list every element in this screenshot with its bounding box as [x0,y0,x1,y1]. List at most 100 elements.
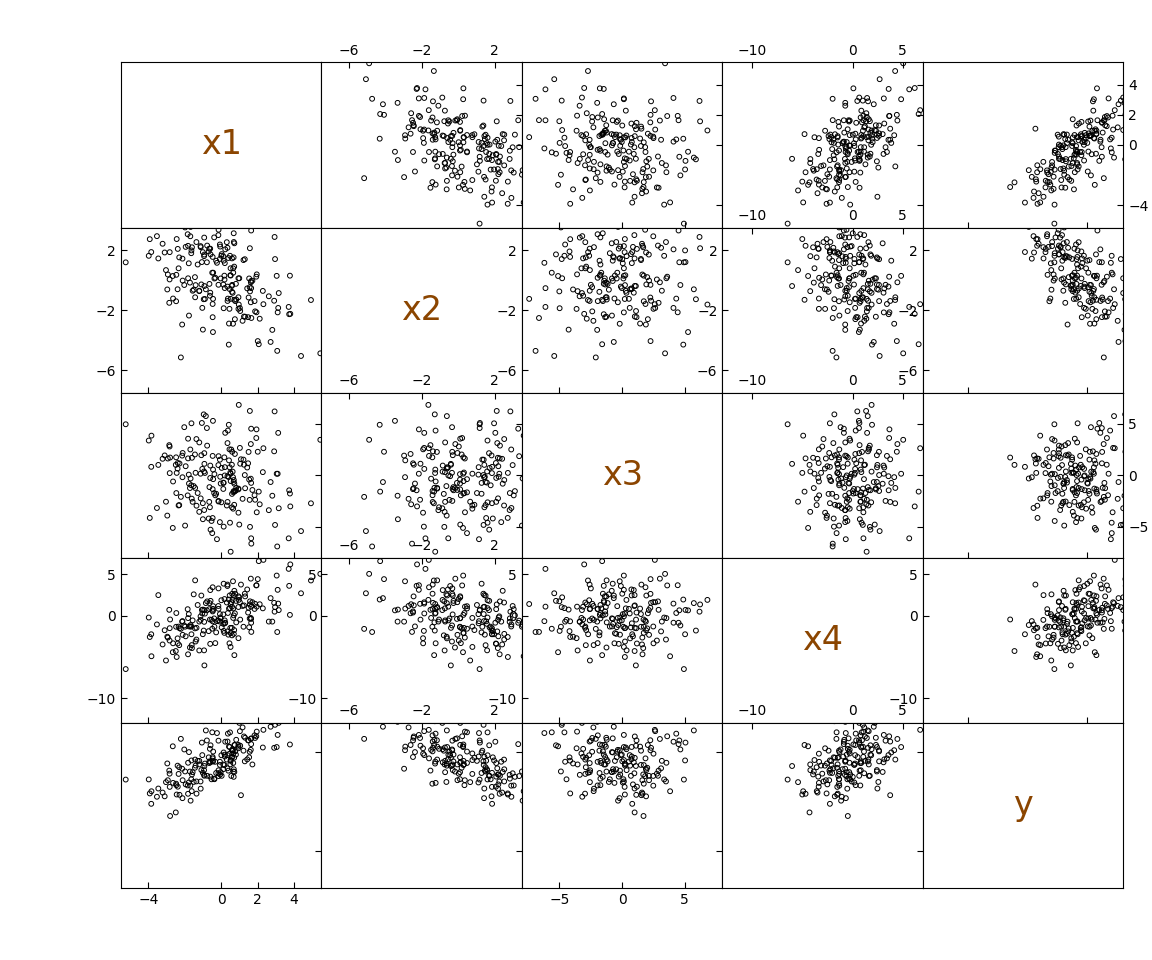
Point [1093,444,1112,460]
Point [414,636,432,651]
Point [425,480,444,495]
Point [810,177,828,192]
Point [825,244,843,259]
Point [265,404,283,420]
Point [1069,234,1087,250]
Point [593,127,612,142]
Point [636,580,654,595]
Point [1043,587,1061,602]
Point [217,734,235,750]
Point [823,486,841,501]
Point [173,790,191,805]
Point [373,719,392,734]
Point [560,623,578,638]
Point [452,488,470,503]
Point [179,647,197,662]
Point [861,238,879,253]
Point [452,589,470,605]
Point [1052,239,1070,254]
Point [581,577,599,592]
Point [1064,291,1083,306]
Point [1062,634,1081,649]
Point [591,81,609,96]
Point [593,554,612,569]
Point [1028,231,1046,247]
Point [1074,460,1092,475]
Point [215,372,234,388]
Point [813,766,832,781]
Point [858,90,877,106]
Point [615,91,634,107]
Point [847,115,865,131]
Point [235,729,253,744]
Point [555,248,574,263]
Point [798,269,817,284]
Point [200,612,219,627]
Point [450,482,469,497]
Point [404,598,423,613]
Point [170,497,189,513]
Point [832,219,850,234]
Point [181,639,199,655]
Point [223,277,242,293]
Point [195,623,213,638]
Point [615,130,634,145]
Point [192,276,211,292]
Point [602,619,621,635]
Point [441,658,460,673]
Point [615,739,634,755]
Point [220,739,238,755]
Point [1086,612,1105,627]
Point [859,234,878,250]
Point [483,495,501,511]
Point [823,141,841,156]
Point [455,756,473,772]
Point [207,532,226,547]
Point [597,764,615,780]
Point [589,109,607,125]
Point [1094,571,1113,587]
Point [449,439,468,454]
Point [480,146,499,161]
Point [1066,147,1084,162]
Point [667,606,685,621]
Point [635,268,653,283]
Point [179,602,197,617]
Point [415,709,433,725]
Point [835,767,854,782]
Point [877,493,895,509]
Point [650,180,668,196]
Point [194,748,212,763]
Point [448,594,467,610]
Point [454,757,472,773]
Point [236,730,255,745]
Point [487,403,506,419]
Point [655,673,674,688]
Point [804,163,823,179]
Point [469,134,487,150]
Point [202,737,220,753]
Point [581,764,599,780]
Point [403,692,422,708]
Point [820,153,839,168]
Point [858,281,877,297]
Point [371,417,389,432]
Point [877,139,895,155]
Point [1030,636,1048,652]
Point [486,615,505,631]
Point [593,647,612,662]
Point [616,268,635,283]
Point [838,239,856,254]
Point [548,738,567,754]
Point [215,468,234,483]
Point [1046,229,1064,245]
Point [505,602,523,617]
Point [477,511,495,526]
Point [197,595,215,611]
Point [1119,613,1137,629]
Point [430,741,448,756]
Point [1073,251,1091,266]
Point [400,598,418,613]
Point [829,246,848,261]
Point [457,601,476,616]
